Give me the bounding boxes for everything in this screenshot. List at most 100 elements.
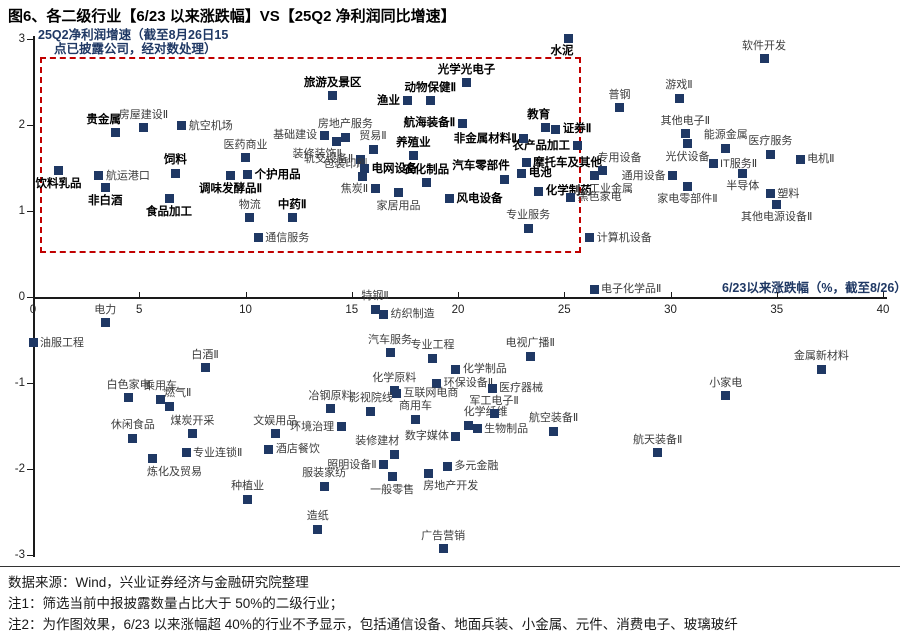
- y-axis-line: [33, 36, 35, 557]
- scatter-point: [164, 401, 174, 411]
- scatter-point: [287, 213, 297, 223]
- point-label: 黑色家电: [577, 191, 622, 204]
- point-label: 金属新材料: [793, 350, 849, 363]
- scatter-point: [379, 309, 389, 319]
- scatter-point: [379, 460, 389, 470]
- point-label: 医药商业: [223, 138, 268, 151]
- scatter-point: [551, 124, 561, 134]
- scatter-point: [432, 378, 442, 388]
- scatter-point: [451, 364, 461, 374]
- scatter-point: [738, 168, 748, 178]
- y-tick: [27, 383, 33, 384]
- scatter-point: [332, 136, 342, 146]
- scatter-point: [370, 184, 380, 194]
- point-label: 多元金融: [454, 460, 499, 473]
- scatter-point: [243, 494, 253, 504]
- point-label: 炼化及贸易: [147, 465, 202, 478]
- x-tick-label: 5: [136, 304, 143, 316]
- scatter-point: [245, 213, 255, 223]
- point-label: 轨交设备Ⅱ: [303, 153, 354, 166]
- scatter-point: [336, 422, 346, 432]
- scatter-point: [319, 130, 329, 140]
- scatter-point: [549, 426, 559, 436]
- point-label: 非金属材料Ⅱ: [453, 132, 517, 145]
- point-label: 航空机场: [188, 119, 233, 132]
- scatter-point: [445, 194, 454, 204]
- point-label: 广告营销: [421, 529, 466, 542]
- scatter-point: [328, 91, 338, 101]
- scatter-point: [355, 154, 365, 164]
- scatter-point: [253, 233, 263, 243]
- scatter-point: [391, 388, 401, 398]
- point-label: 电池: [528, 167, 552, 180]
- scatter-point: [94, 171, 104, 181]
- scatter-point: [181, 448, 191, 458]
- point-label: 工业金属: [589, 182, 633, 195]
- scatter-point: [438, 544, 448, 554]
- point-label: 医疗器械: [499, 382, 543, 395]
- scatter-point: [177, 121, 187, 131]
- scatter-point: [313, 524, 323, 534]
- point-label: 电机Ⅱ: [807, 153, 835, 166]
- scatter-point: [423, 468, 433, 478]
- scatter-point: [566, 192, 576, 202]
- scatter-point: [270, 429, 280, 439]
- point-label: 房地产开发: [423, 480, 479, 493]
- scatter-point: [147, 454, 157, 464]
- point-label: 航海装备Ⅱ: [403, 117, 456, 130]
- x-tick-label: 20: [451, 304, 465, 316]
- point-label: 通信服务: [265, 231, 310, 244]
- scatter-point: [668, 171, 678, 181]
- point-label: IT服务Ⅱ: [720, 157, 758, 170]
- scatter-point: [451, 431, 461, 441]
- point-label: 电力: [94, 303, 117, 316]
- y-tick-label: 1: [18, 205, 25, 217]
- point-label: 生物制品: [484, 422, 529, 435]
- point-label: 其他电子Ⅱ: [660, 114, 711, 127]
- point-label: 电网设备: [371, 162, 418, 175]
- y-tick: [27, 555, 33, 556]
- scatter-point: [680, 129, 690, 139]
- scatter-point: [683, 139, 692, 149]
- scatter-point: [340, 132, 350, 142]
- point-label: 房地产服务: [317, 118, 373, 131]
- point-label: 互联网电商: [403, 387, 459, 400]
- scatter-point: [389, 449, 399, 459]
- scatter-point: [370, 304, 380, 314]
- scatter-chart: 25Q2净利润增速（截至8月26日15 点已披露公司，经对数处理） 6/23以来…: [14, 28, 900, 561]
- point-label: 动物保健Ⅱ: [404, 81, 457, 94]
- scatter-point: [319, 481, 329, 491]
- scatter-point: [411, 414, 420, 424]
- point-label: 家电零部件Ⅱ: [657, 193, 718, 206]
- point-label: 一般零售: [370, 483, 415, 496]
- scatter-point: [525, 351, 535, 361]
- scatter-point: [708, 159, 718, 169]
- x-tick-label: 0: [29, 304, 37, 316]
- point-label: 贵金属: [86, 113, 121, 126]
- scatter-point: [368, 144, 378, 154]
- y-tick: [27, 469, 33, 470]
- scatter-point: [366, 406, 376, 416]
- point-label: 教育: [527, 108, 551, 121]
- scatter-point: [589, 284, 599, 294]
- point-label: 游戏Ⅱ: [665, 79, 693, 92]
- point-label: 专业连锁Ⅱ: [193, 446, 243, 459]
- scatter-point: [572, 141, 582, 151]
- scatter-point: [472, 424, 482, 434]
- x-tick-label: 40: [876, 304, 890, 316]
- point-label: 特钢Ⅱ: [361, 290, 389, 303]
- scatter-point: [187, 429, 197, 439]
- point-label: 包装印刷: [323, 157, 368, 170]
- point-label: 塑料: [777, 187, 800, 200]
- y-tick-label: -1: [14, 377, 25, 389]
- scatter-point: [653, 448, 663, 458]
- scatter-point: [394, 188, 403, 198]
- point-label: 照明设备Ⅱ: [327, 458, 377, 471]
- point-label: 专业工程: [410, 339, 455, 352]
- scatter-point: [615, 103, 624, 113]
- x-axis-line: [33, 297, 887, 299]
- scatter-point: [683, 181, 692, 191]
- scatter-point: [500, 174, 510, 184]
- point-label: 燃气Ⅱ: [164, 387, 192, 400]
- scatter-point: [139, 123, 148, 133]
